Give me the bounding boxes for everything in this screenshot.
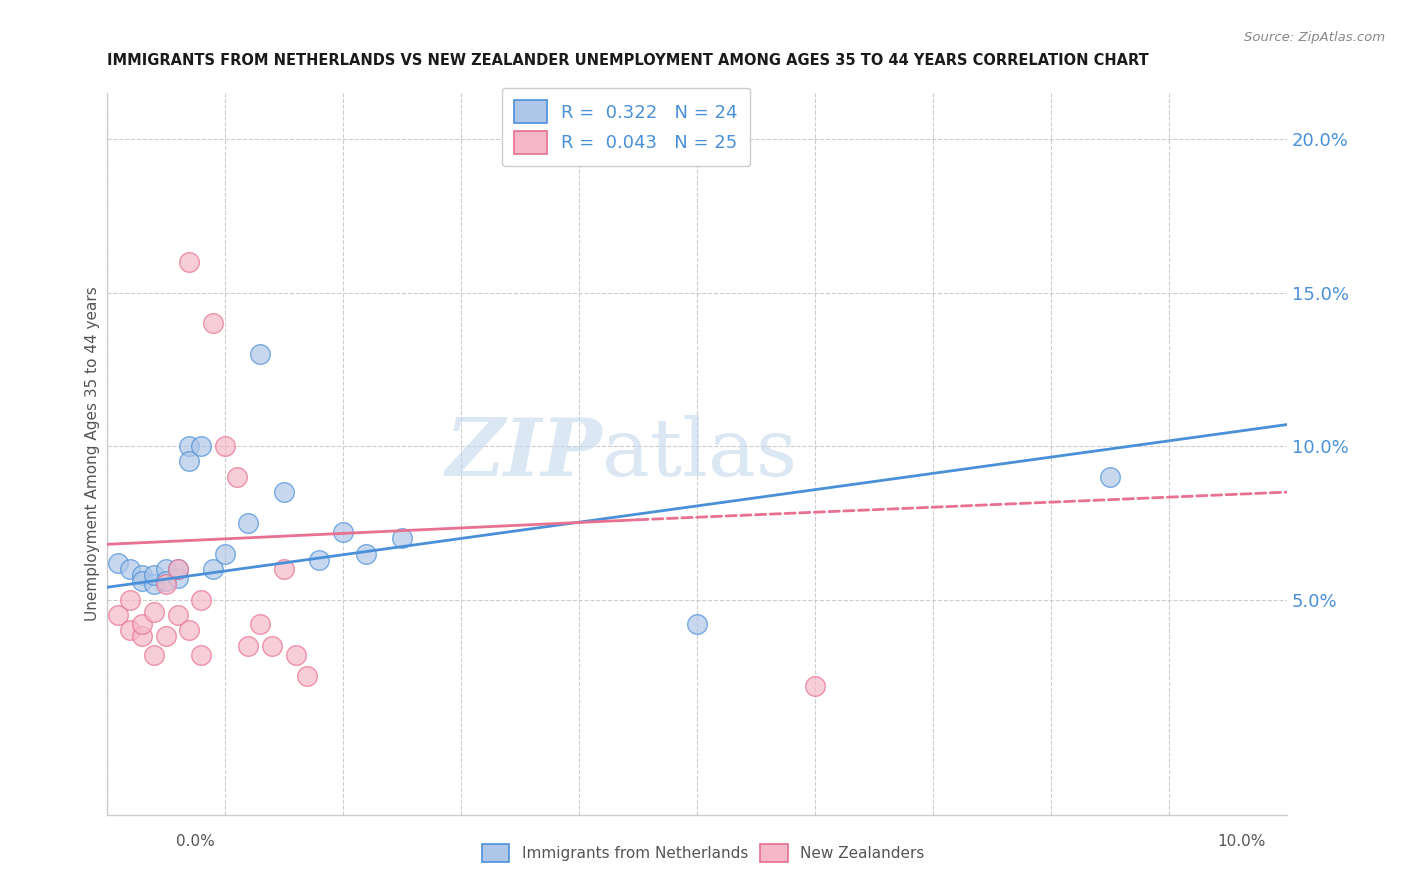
Point <box>179 255 201 269</box>
Point <box>166 562 188 576</box>
Point <box>356 547 378 561</box>
Point <box>249 617 271 632</box>
Text: Source: ZipAtlas.com: Source: ZipAtlas.com <box>1244 31 1385 45</box>
Point <box>155 630 177 644</box>
Point <box>179 454 201 468</box>
Point <box>166 562 188 576</box>
Point <box>131 617 153 632</box>
Point <box>120 624 142 638</box>
Point <box>308 552 330 566</box>
Point <box>238 639 260 653</box>
Point <box>273 562 295 576</box>
Point <box>179 439 201 453</box>
Point <box>120 592 142 607</box>
Point <box>142 605 165 619</box>
Text: IMMIGRANTS FROM NETHERLANDS VS NEW ZEALANDER UNEMPLOYMENT AMONG AGES 35 TO 44 YE: IMMIGRANTS FROM NETHERLANDS VS NEW ZEALA… <box>107 54 1149 68</box>
Point <box>201 562 224 576</box>
Point <box>155 574 177 589</box>
Point <box>166 607 188 622</box>
Text: 0.0%: 0.0% <box>176 834 215 849</box>
Point <box>166 571 188 585</box>
Text: 10.0%: 10.0% <box>1218 834 1265 849</box>
Point <box>131 574 153 589</box>
Point <box>332 524 354 539</box>
Point <box>804 679 827 693</box>
Text: atlas: atlas <box>602 415 797 492</box>
Point <box>131 568 153 582</box>
Point <box>238 516 260 530</box>
Point <box>214 439 236 453</box>
Point <box>155 577 177 591</box>
Point <box>190 648 212 662</box>
Point <box>284 648 307 662</box>
Point <box>201 316 224 330</box>
Point <box>107 607 129 622</box>
Point <box>225 469 247 483</box>
Point <box>142 577 165 591</box>
Y-axis label: Unemployment Among Ages 35 to 44 years: Unemployment Among Ages 35 to 44 years <box>86 286 100 621</box>
Point <box>1098 469 1121 483</box>
Point <box>179 624 201 638</box>
Point <box>107 556 129 570</box>
Point <box>190 439 212 453</box>
Point <box>131 630 153 644</box>
Point <box>155 562 177 576</box>
Legend: R =  0.322   N = 24, R =  0.043   N = 25: R = 0.322 N = 24, R = 0.043 N = 25 <box>502 87 751 167</box>
Point <box>297 669 319 683</box>
Point <box>391 531 413 545</box>
Point <box>142 568 165 582</box>
Text: ZIP: ZIP <box>446 415 602 492</box>
Point <box>120 562 142 576</box>
Point <box>686 617 709 632</box>
Point <box>260 639 283 653</box>
Point <box>190 592 212 607</box>
Point <box>273 485 295 500</box>
Point <box>142 648 165 662</box>
Point <box>249 347 271 361</box>
Legend: Immigrants from Netherlands, New Zealanders: Immigrants from Netherlands, New Zealand… <box>475 838 931 868</box>
Point <box>214 547 236 561</box>
